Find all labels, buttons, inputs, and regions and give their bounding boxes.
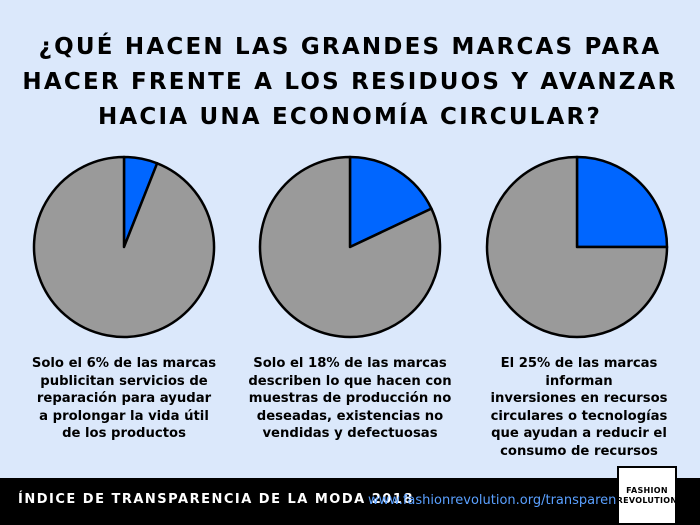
caption-2: Solo el 18% de las marcas describen lo q… [245, 355, 455, 443]
caption-2-line: Solo el 18% de las marcas [253, 356, 447, 371]
pie-chart-3 [485, 155, 669, 339]
fashion-revolution-logo: FASHION REVOLUTION [617, 466, 677, 525]
caption-3-line: que ayudan a reducir el [491, 426, 667, 441]
title-line-1: ¿QUÉ HACEN LAS GRANDES MARCAS PARA [38, 34, 662, 60]
pie-slice-rest [258, 155, 442, 339]
pie-slice-rest [32, 155, 216, 339]
logo-line-2: REVOLUTION [616, 495, 678, 505]
pie-chart-2 [258, 155, 442, 339]
caption-2-line: describen lo que hacen con [248, 373, 452, 389]
caption-2-line: muestras de producción no [248, 391, 452, 406]
caption-1-line: de los productos [62, 426, 186, 441]
pie-slice-highlight [575, 155, 669, 249]
caption-1-line: a prolongar la vida útil [39, 408, 209, 424]
title-line-2: HACER FRENTE A LOS RESIDUOS Y AVANZAR [22, 69, 678, 95]
footer-url-link[interactable]: www.fashionrevolution.org/transparency [368, 493, 632, 508]
footer-bar: ÍNDICE DE TRANSPARENCIA DE LA MODA 2018 … [0, 478, 700, 525]
caption-3: El 25% de las marcas informan inversione… [470, 355, 688, 460]
caption-2-line: vendidas y defectuosas [262, 426, 438, 441]
title-line-3: HACIA UNA ECONOMÍA CIRCULAR? [97, 104, 603, 130]
caption-1-line: Solo el 6% de las marcas [31, 356, 217, 371]
pie-chart-1 [32, 155, 216, 339]
logo-line-1: FASHION [626, 485, 668, 495]
pie-slice-rest [485, 155, 669, 339]
caption-3-line: inversiones en recursos [490, 391, 668, 406]
page-title: ¿QUÉ HACEN LAS GRANDES MARCAS PARA HACER… [0, 30, 700, 135]
pie-charts: Solo el 6% de las marcas publicitan serv… [0, 155, 700, 459]
pie-slice-highlight [348, 155, 433, 249]
caption-3-line: consumo de recursos [500, 443, 658, 459]
caption-1-line: reparación para ayudar [36, 391, 212, 406]
footer-label: ÍNDICE DE TRANSPARENCIA DE LA MODA 2018 [18, 492, 414, 507]
caption-3-line: El 25% de las marcas informan [500, 356, 658, 389]
caption-1-line: publicitan servicios de [40, 373, 208, 389]
caption-2-line: deseadas, existencias no [256, 408, 444, 424]
caption-3-line: circulares o tecnologías [490, 408, 668, 424]
caption-1: Solo el 6% de las marcas publicitan serv… [19, 355, 229, 443]
